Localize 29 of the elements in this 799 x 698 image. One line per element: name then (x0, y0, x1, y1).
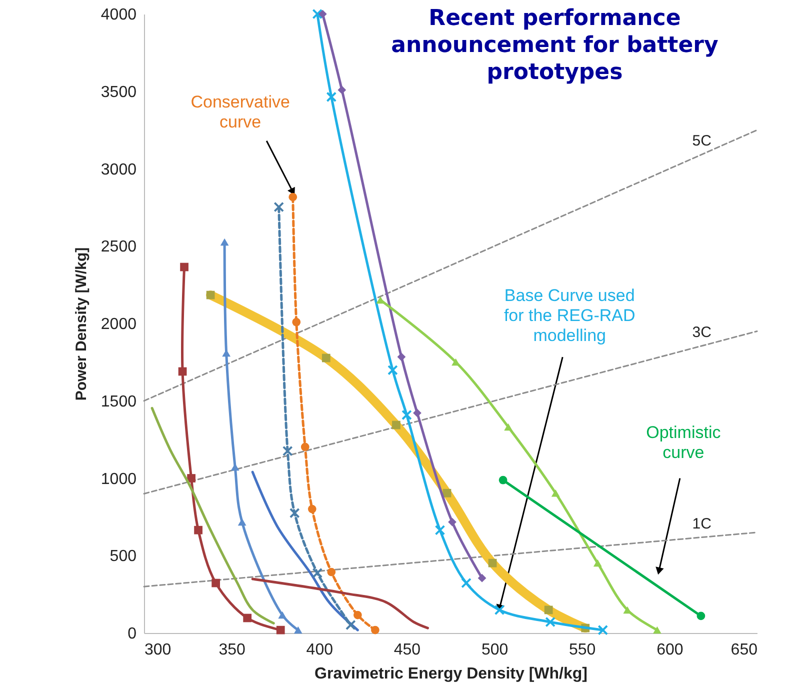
annotation: Optimistic curve (646, 423, 722, 462)
y-axis-title: Power Density [W/kg] (72, 247, 90, 401)
y-tick-label: 2000 (100, 316, 137, 333)
x-tick-label: 400 (306, 642, 334, 658)
x-tick-label: 450 (394, 642, 421, 658)
y-tick-label: 4000 (100, 6, 137, 24)
y-tick-label: 500 (110, 548, 137, 566)
x-tick-label: 600 (656, 642, 684, 658)
line-series (251, 578, 429, 630)
series-label: 1C (692, 515, 712, 532)
y-tick-label: 0 (128, 626, 137, 642)
y-tick-label: 3500 (100, 84, 137, 101)
y-tick-label: 1000 (100, 470, 137, 488)
annotation: Conservative curve (190, 92, 290, 132)
line-series (251, 470, 359, 632)
x-axis-title: Gravimetric Energy Density [Wh/kg] (314, 666, 588, 682)
y-tick-label: 1500 (100, 393, 137, 410)
x-tick-label: 300 (144, 642, 172, 658)
x-tick-label: 550 (569, 642, 596, 658)
y-tick-label: 2500 (100, 238, 137, 256)
x-tick-label: 350 (218, 642, 246, 658)
series-label: 3C (692, 324, 712, 341)
line-series (150, 406, 275, 624)
annotation: Base Curve used for the REG-RAD modelling (504, 286, 636, 345)
x-tick-label: 650 (730, 642, 758, 658)
x-tick-label: 500 (481, 642, 508, 658)
text: Recent performance announcement for battery prototypes (391, 6, 718, 85)
y-tick-label: 3000 (100, 161, 137, 178)
series-label: 5C (692, 132, 712, 150)
